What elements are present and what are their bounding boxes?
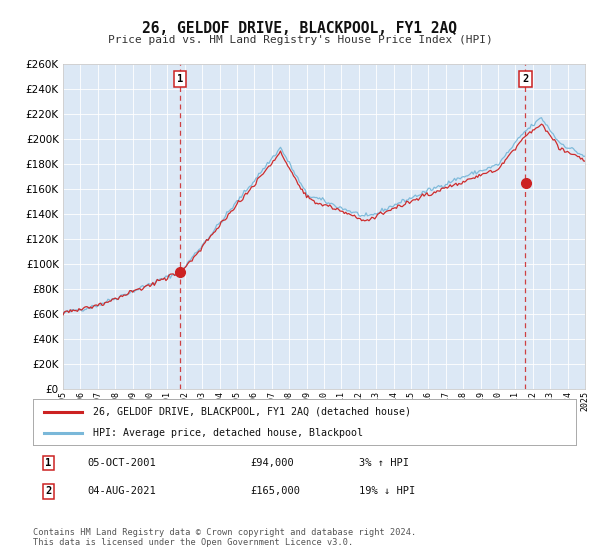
Text: 2: 2 [45, 487, 52, 497]
Text: 3% ↑ HPI: 3% ↑ HPI [359, 458, 409, 468]
Text: 05-OCT-2001: 05-OCT-2001 [88, 458, 156, 468]
Text: Price paid vs. HM Land Registry's House Price Index (HPI): Price paid vs. HM Land Registry's House … [107, 35, 493, 45]
Text: 1: 1 [178, 74, 184, 85]
Text: £94,000: £94,000 [250, 458, 294, 468]
Text: £165,000: £165,000 [250, 487, 300, 497]
Text: HPI: Average price, detached house, Blackpool: HPI: Average price, detached house, Blac… [93, 428, 363, 438]
Text: 26, GELDOF DRIVE, BLACKPOOL, FY1 2AQ (detached house): 26, GELDOF DRIVE, BLACKPOOL, FY1 2AQ (de… [93, 407, 411, 417]
Text: 26, GELDOF DRIVE, BLACKPOOL, FY1 2AQ: 26, GELDOF DRIVE, BLACKPOOL, FY1 2AQ [143, 21, 458, 36]
Text: 2: 2 [523, 74, 529, 85]
Text: 04-AUG-2021: 04-AUG-2021 [88, 487, 156, 497]
Text: 1: 1 [45, 458, 52, 468]
Text: 19% ↓ HPI: 19% ↓ HPI [359, 487, 415, 497]
Text: Contains HM Land Registry data © Crown copyright and database right 2024.
This d: Contains HM Land Registry data © Crown c… [33, 528, 416, 547]
